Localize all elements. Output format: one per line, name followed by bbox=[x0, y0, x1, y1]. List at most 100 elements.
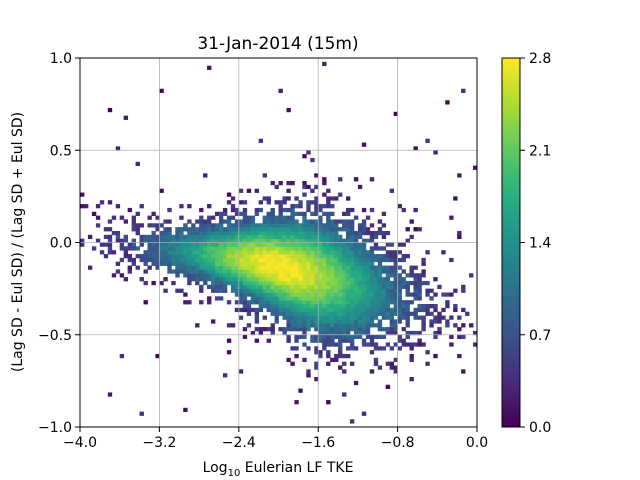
heatmap-cell bbox=[429, 288, 434, 293]
heatmap-cell bbox=[381, 234, 387, 240]
heatmap-cell bbox=[393, 292, 398, 297]
heatmap-cell bbox=[338, 327, 343, 332]
heatmap-cell bbox=[242, 261, 248, 266]
heatmap-cell bbox=[310, 277, 315, 282]
heatmap-cell bbox=[322, 338, 327, 343]
heatmap-cell bbox=[314, 207, 319, 213]
heatmap-cell bbox=[322, 192, 327, 197]
heatmap-cell bbox=[211, 230, 216, 236]
heatmap-cell bbox=[234, 254, 240, 259]
heatmap-cell bbox=[222, 238, 228, 243]
heatmap-cell bbox=[334, 254, 339, 259]
heatmap-cell bbox=[214, 273, 220, 278]
heatmap-cell bbox=[405, 307, 410, 313]
heatmap-cell bbox=[278, 292, 283, 297]
heatmap-cell bbox=[338, 238, 343, 243]
heatmap-cell bbox=[342, 257, 347, 263]
heatmap-cell bbox=[175, 242, 180, 247]
heatmap-cell bbox=[409, 357, 414, 363]
heatmap-cell bbox=[365, 227, 371, 232]
heatmap-cell bbox=[381, 288, 387, 293]
heatmap-cell bbox=[401, 254, 406, 259]
heatmap-cell bbox=[322, 334, 327, 339]
heatmap-cell bbox=[270, 230, 275, 236]
heatmap-cell bbox=[357, 300, 363, 305]
heatmap-cell bbox=[298, 269, 303, 274]
heatmap-cell bbox=[401, 342, 406, 347]
heatmap-cell bbox=[326, 250, 331, 255]
heatmap-cell bbox=[290, 311, 295, 316]
heatmap-cell bbox=[211, 273, 216, 278]
heatmap-cell bbox=[278, 265, 283, 270]
heatmap-cell bbox=[163, 219, 168, 224]
heatmap-cell bbox=[294, 230, 299, 236]
heatmap-cell bbox=[302, 277, 307, 282]
heatmap-cell bbox=[290, 230, 295, 236]
heatmap-cell bbox=[282, 230, 287, 236]
heatmap-cell bbox=[175, 227, 180, 232]
heatmap-cell bbox=[349, 338, 355, 343]
heatmap-cell bbox=[318, 273, 323, 278]
heatmap-cell bbox=[349, 261, 355, 266]
colorbar-tick-label: 0.0 bbox=[529, 420, 551, 436]
heatmap-cell bbox=[119, 242, 125, 247]
heatmap-cell bbox=[250, 307, 256, 313]
heatmap-cell bbox=[310, 200, 315, 205]
heatmap-cell bbox=[449, 315, 454, 320]
heatmap-cell bbox=[369, 342, 375, 347]
heatmap-cell bbox=[254, 246, 260, 251]
heatmap-cell bbox=[230, 238, 236, 243]
heatmap-cell bbox=[187, 280, 192, 286]
heatmap-cell bbox=[302, 296, 307, 301]
heatmap-cell bbox=[195, 238, 200, 243]
heatmap-cell bbox=[389, 254, 395, 259]
heatmap-cell bbox=[262, 304, 267, 309]
heatmap-cell bbox=[270, 223, 275, 228]
heatmap-cell bbox=[469, 323, 474, 328]
heatmap-cell bbox=[349, 342, 355, 347]
heatmap-cell bbox=[326, 211, 331, 216]
heatmap-cell bbox=[334, 307, 339, 313]
heatmap-cell bbox=[365, 330, 371, 336]
heatmap-cell bbox=[373, 230, 379, 236]
heatmap-cell bbox=[270, 300, 275, 305]
heatmap-cell bbox=[179, 261, 184, 266]
heatmap-cell bbox=[353, 315, 359, 320]
heatmap-cell bbox=[342, 311, 347, 316]
heatmap-cell bbox=[151, 211, 156, 216]
heatmap-cell bbox=[230, 250, 236, 255]
heatmap-cell bbox=[345, 265, 351, 270]
heatmap-cell bbox=[437, 327, 442, 332]
heatmap-cell bbox=[302, 230, 307, 236]
heatmap-cell bbox=[199, 230, 204, 236]
heatmap-cell bbox=[314, 242, 319, 247]
heatmap-cell bbox=[87, 265, 93, 270]
heatmap-cell bbox=[421, 342, 426, 347]
heatmap-cell bbox=[445, 323, 450, 328]
heatmap-cell bbox=[393, 357, 398, 363]
heatmap-cell bbox=[254, 261, 260, 266]
heatmap-cell bbox=[139, 254, 144, 259]
heatmap-cell bbox=[357, 227, 363, 232]
heatmap-cell bbox=[222, 219, 228, 224]
heatmap-cell bbox=[211, 250, 216, 255]
heatmap-cell bbox=[187, 227, 192, 232]
heatmap-cell bbox=[322, 288, 327, 293]
heatmap-cell bbox=[242, 296, 248, 301]
heatmap-cell bbox=[349, 292, 355, 297]
heatmap-cell bbox=[179, 227, 184, 232]
heatmap-cell bbox=[211, 284, 216, 290]
heatmap-cell bbox=[119, 215, 125, 220]
heatmap-cell bbox=[131, 242, 136, 247]
heatmap-cell bbox=[353, 250, 359, 255]
heatmap-cell bbox=[250, 273, 256, 278]
heatmap-cell bbox=[302, 246, 307, 251]
heatmap-cell bbox=[433, 150, 438, 155]
heatmap-cell bbox=[461, 334, 466, 339]
heatmap-cell bbox=[143, 300, 148, 305]
heatmap-cell bbox=[282, 307, 287, 313]
heatmap-cell bbox=[274, 223, 279, 228]
heatmap-cell bbox=[326, 188, 331, 193]
heatmap-cell bbox=[334, 288, 339, 293]
heatmap-cell bbox=[314, 196, 319, 201]
